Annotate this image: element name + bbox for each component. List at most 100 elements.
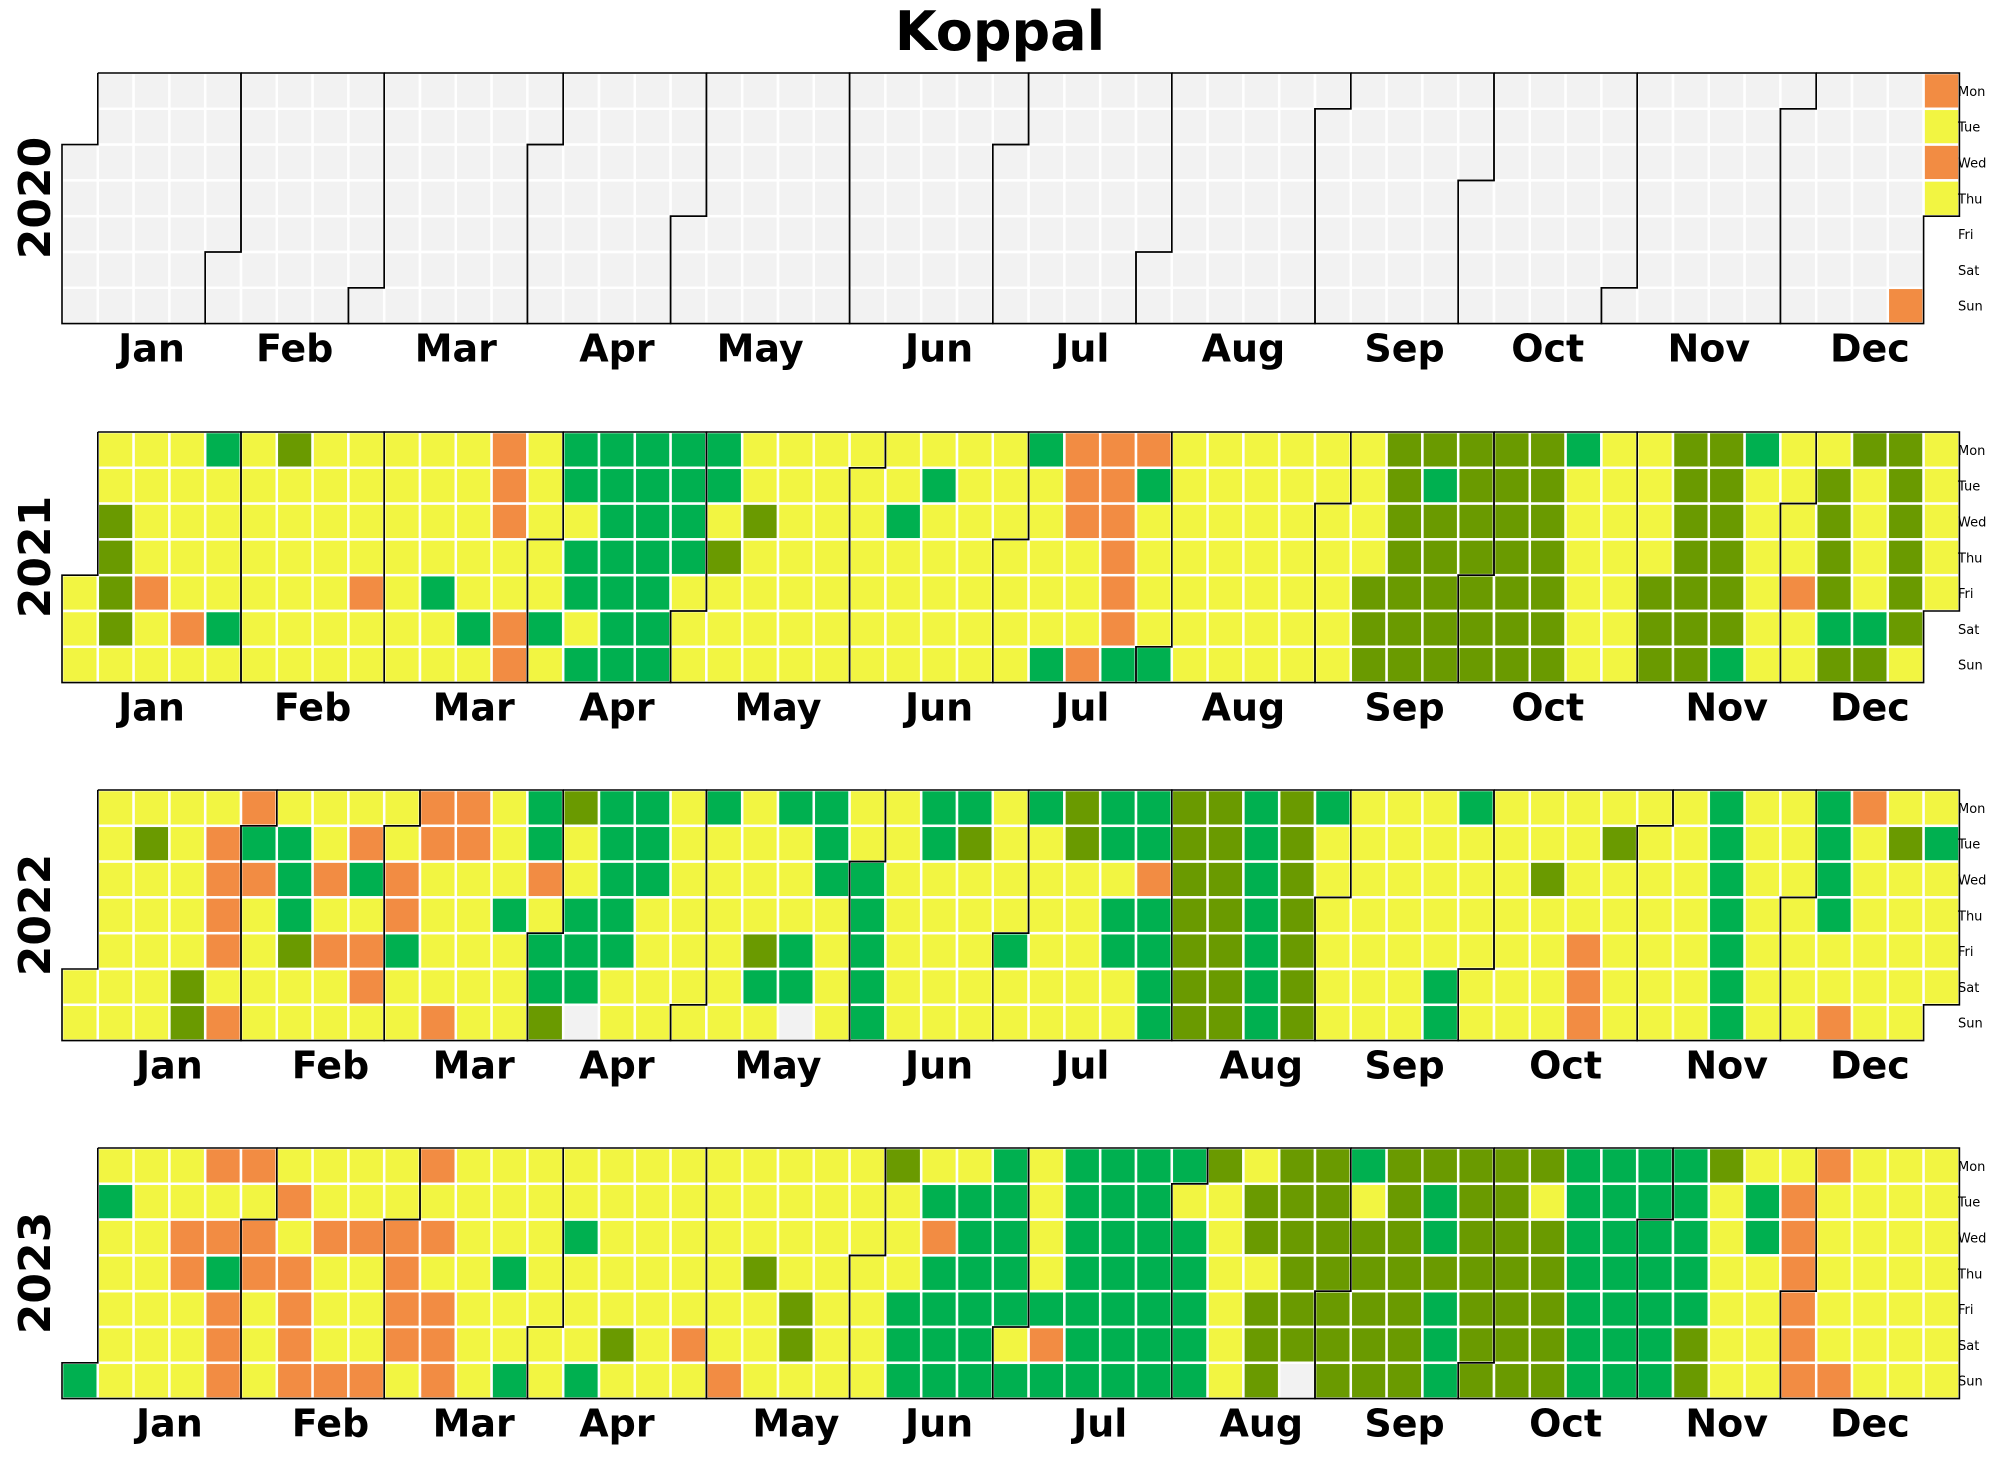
day-cell: [740, 466, 780, 505]
day-cell: [633, 143, 672, 182]
day-cell: [633, 179, 672, 218]
day-cell: [203, 466, 243, 505]
day-cell: [490, 1361, 529, 1400]
day-cell: [1814, 143, 1854, 182]
day-cell: [1385, 1146, 1424, 1186]
day-cell: [526, 502, 565, 541]
day-cell: [884, 430, 923, 470]
month-label: Jun: [902, 327, 973, 371]
day-cell: [1063, 1146, 1102, 1186]
day-cell: [1206, 609, 1245, 649]
day-cell: [96, 71, 135, 111]
day-cell: [919, 860, 959, 899]
day-cell: [1456, 502, 1496, 541]
weekday-label: Sun: [1958, 1375, 1983, 1390]
day-cell: [1707, 609, 1746, 649]
day-cell: [275, 1146, 314, 1186]
day-cell: [1814, 967, 1854, 1007]
day-cell: [1206, 466, 1245, 505]
day-cell: [454, 1218, 493, 1257]
day-cell: [1814, 538, 1854, 577]
day-cell: [1313, 1003, 1353, 1042]
day-cell: [812, 1325, 851, 1365]
day-cell: [1600, 430, 1639, 470]
day-cell: [1743, 143, 1782, 182]
day-cell: [1492, 1361, 1532, 1400]
day-cell: [1743, 1182, 1782, 1221]
day-cell: [454, 609, 493, 649]
day-cell: [1313, 1325, 1353, 1365]
day-cell: [561, 1289, 601, 1329]
day-cell: [526, 214, 565, 254]
day-cell: [669, 430, 708, 470]
day-cell: [669, 609, 708, 649]
day-cell: [1313, 430, 1353, 470]
day-cell: [633, 1146, 672, 1186]
day-cell: [1850, 860, 1890, 899]
day-cell: [955, 573, 995, 613]
day-cell: [168, 896, 207, 935]
day-cell: [1814, 466, 1854, 505]
day-cell: [275, 1325, 314, 1365]
day-cell: [597, 1254, 637, 1293]
day-cell: [490, 179, 529, 218]
day-cell: [705, 860, 744, 899]
day-cell: [203, 860, 243, 899]
day-cell: [991, 824, 1030, 863]
day-cell: [382, 967, 422, 1007]
day-cell: [203, 1146, 243, 1186]
day-cell: [1528, 1146, 1567, 1186]
day-cell: [1635, 609, 1675, 649]
day-cell: [275, 430, 314, 470]
day-cell: [1027, 1289, 1066, 1329]
day-cell: [705, 1254, 744, 1293]
day-cell: [991, 609, 1030, 649]
day-cell: [1134, 609, 1174, 649]
day-cell: [991, 250, 1030, 290]
day-cell: [1349, 1289, 1388, 1329]
day-cell: [1671, 1361, 1711, 1400]
day-cell: [1098, 609, 1138, 649]
day-cell: [96, 1254, 135, 1293]
day-cell: [1170, 250, 1209, 290]
day-cell: [848, 1254, 887, 1293]
day-cell: [955, 214, 995, 254]
day-cell: [1313, 107, 1353, 146]
day-cell: [96, 179, 135, 218]
day-cell: [1277, 967, 1317, 1007]
day-cell: [1492, 1146, 1532, 1186]
month-label: Oct: [1511, 327, 1584, 371]
day-cell: [1922, 896, 1961, 935]
day-cell: [1707, 286, 1746, 325]
day-cell: [1564, 1218, 1603, 1257]
day-cell: [168, 430, 207, 470]
day-cell: [1206, 573, 1245, 613]
day-cell: [347, 609, 386, 649]
day-cell: [955, 896, 995, 935]
day-cell: [168, 71, 207, 111]
day-cell: [1635, 1361, 1675, 1400]
day-cell: [490, 788, 529, 828]
day-cell: [812, 967, 851, 1007]
day-cell: [597, 645, 637, 684]
day-cell: [919, 1361, 959, 1400]
day-cell: [705, 538, 744, 577]
day-cell: [1779, 71, 1818, 111]
day-cell: [1456, 1361, 1496, 1400]
day-cell: [1886, 1254, 1925, 1293]
day-cell: [203, 896, 243, 935]
day-cell: [1027, 430, 1066, 470]
day-cell: [1564, 71, 1603, 111]
day-cell: [239, 286, 279, 325]
day-cell: [597, 107, 637, 146]
day-cell: [597, 1361, 637, 1400]
day-cell: [633, 824, 672, 863]
day-cell: [1313, 788, 1353, 828]
day-cell: [382, 179, 422, 218]
day-cell: [1779, 645, 1818, 684]
day-cell: [1850, 1003, 1890, 1042]
day-cell: [1886, 967, 1925, 1007]
day-cell: [597, 214, 637, 254]
day-cell: [132, 1003, 171, 1042]
day-cell: [705, 107, 744, 146]
